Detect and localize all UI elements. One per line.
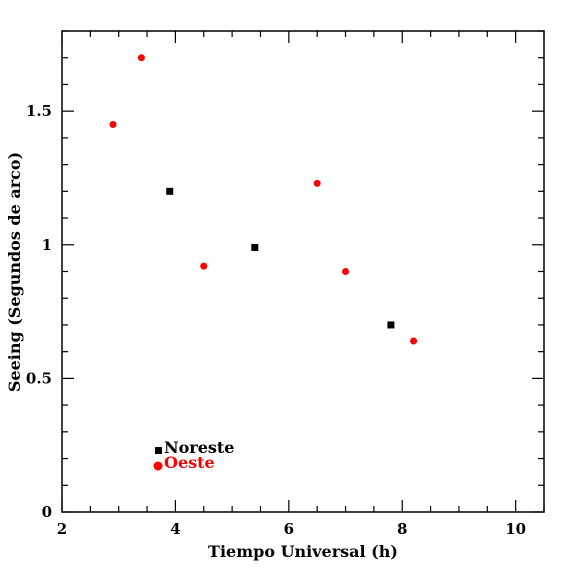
y-tick-label: 1 [42,236,52,254]
point-oeste [109,121,117,129]
point-oeste [200,262,208,270]
axis-ticks [61,30,545,513]
x-tick-label: 2 [57,520,67,538]
x-tick-label: 10 [505,520,526,538]
x-tick-label: 4 [170,520,180,538]
data-points [109,54,418,345]
point-noreste [387,321,395,329]
x-tick-label: 6 [284,520,294,538]
x-axis-title: Tiempo Universal (h) [208,542,398,561]
legend-marker-oeste [153,461,163,471]
point-oeste [410,337,418,345]
legend-marker-noreste [155,447,162,454]
point-oeste [313,179,321,187]
plot-frame [61,30,545,513]
y-tick-label: 0 [42,503,52,521]
point-oeste [342,268,350,275]
y-axis-title: Seeing (Segundos de arco) [5,152,24,392]
point-noreste [166,187,174,195]
x-tick-label: 8 [397,520,407,538]
y-tick-label: 1.5 [26,102,52,120]
legend-label-oeste: Oeste [164,453,215,472]
y-tick-label: 0.5 [26,369,52,387]
tick-labels: 2 4 6 8 10 0 0.5 1 1.5 [26,102,526,538]
legend-label-noreste: Noreste [164,438,234,457]
point-noreste [251,243,259,251]
point-oeste [137,54,145,62]
